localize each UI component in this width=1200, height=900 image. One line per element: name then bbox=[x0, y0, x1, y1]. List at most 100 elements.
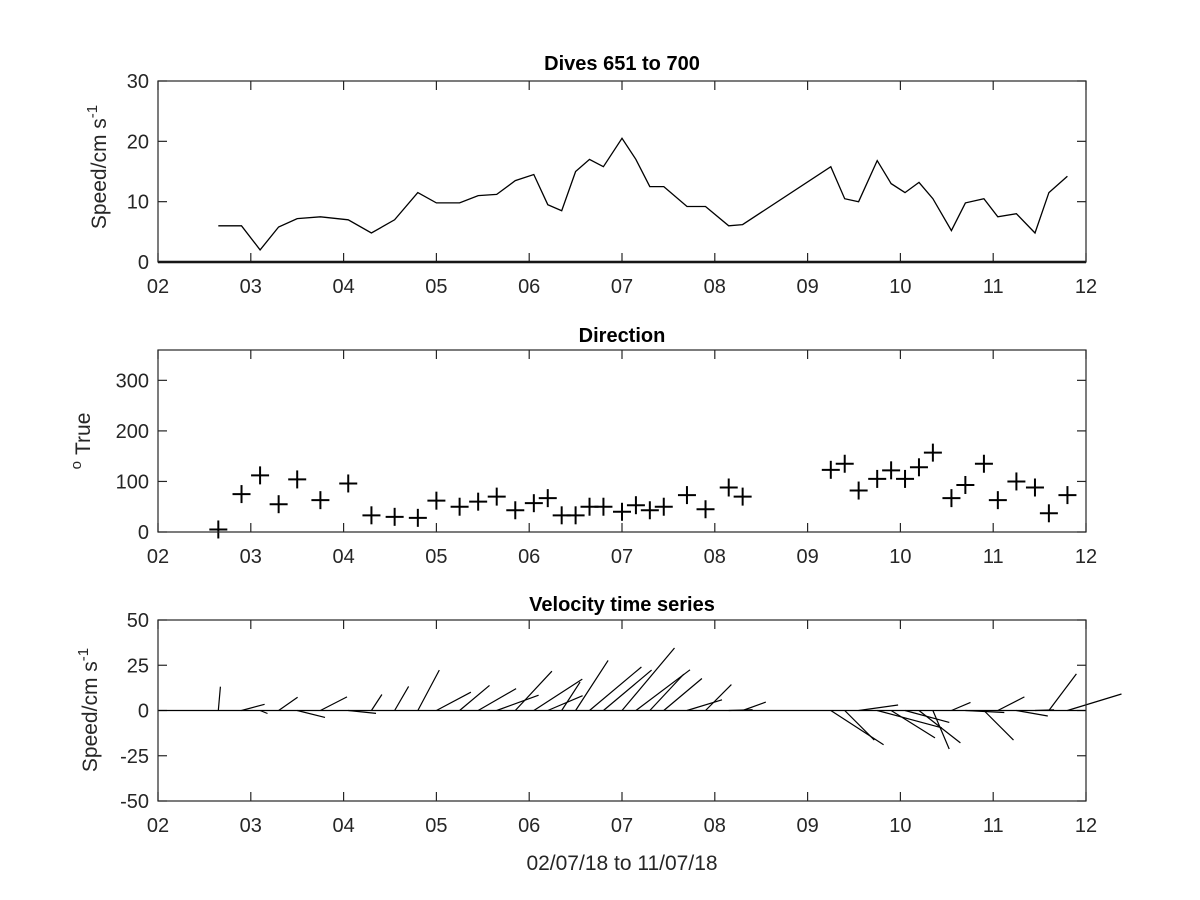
direction-y-tick-label: 200 bbox=[116, 421, 149, 443]
direction-point bbox=[733, 487, 752, 506]
direction-point bbox=[696, 500, 715, 519]
direction-panel: Direction oTrue 0 100 200 300 02 03 04 05 06 07 0… bbox=[68, 325, 1097, 568]
direction-point bbox=[487, 487, 506, 506]
direction-point bbox=[232, 485, 251, 504]
direction-point bbox=[450, 497, 469, 516]
velocity-stick bbox=[348, 709, 377, 714]
velocity-stick bbox=[649, 673, 685, 711]
direction-point bbox=[882, 461, 901, 480]
velocity-y-axis-label: Speed/cm s-1 bbox=[75, 648, 102, 772]
velocity-x-tick-label: 07 bbox=[611, 815, 633, 837]
speed-x-tick-label: 08 bbox=[704, 276, 726, 298]
direction-point bbox=[311, 491, 330, 510]
speed-x-tick-label: 06 bbox=[518, 276, 540, 298]
direction-point bbox=[640, 501, 659, 520]
direction-x-tick-label: 10 bbox=[889, 546, 911, 568]
direction-x-tick-label: 11 bbox=[983, 546, 1004, 568]
direction-point bbox=[566, 506, 585, 525]
direction-point bbox=[909, 458, 928, 477]
velocity-stick bbox=[603, 669, 652, 711]
direction-y-tick-label: 0 bbox=[138, 522, 149, 544]
velocity-stick bbox=[705, 684, 732, 711]
direction-y-tick-label: 100 bbox=[116, 471, 149, 493]
velocity-stick bbox=[621, 647, 675, 711]
direction-x-tick-label: 09 bbox=[796, 546, 818, 568]
velocity-x-tick-label: 11 bbox=[983, 815, 1004, 837]
velocity-stick bbox=[217, 686, 221, 711]
direction-point bbox=[835, 454, 854, 473]
direction-y-axis-label: oTrue bbox=[68, 413, 95, 470]
velocity-stick bbox=[561, 681, 581, 711]
direction-x-tick-label: 03 bbox=[240, 546, 262, 568]
direction-point bbox=[896, 469, 915, 488]
direction-point bbox=[719, 478, 738, 497]
speed-x-tick-label: 04 bbox=[332, 276, 354, 298]
velocity-stick bbox=[496, 694, 539, 712]
direction-x-tick-label: 08 bbox=[704, 546, 726, 568]
velocity-stick bbox=[320, 696, 348, 712]
velocity-stick bbox=[844, 710, 875, 741]
speed-x-tick-label: 09 bbox=[796, 276, 818, 298]
direction-point bbox=[385, 507, 404, 526]
velocity-x-tick-label: 09 bbox=[796, 815, 818, 837]
velocity-stick bbox=[663, 678, 703, 711]
velocity-stick bbox=[459, 684, 490, 711]
velocity-x-tick-label: 10 bbox=[889, 815, 911, 837]
direction-point bbox=[868, 469, 887, 488]
velocity-y-tick-label: 0 bbox=[138, 701, 149, 723]
direction-point bbox=[677, 486, 696, 505]
speed-panel: Dives 651 to 700 Speed/cm s-1 0 10 20 30 02… bbox=[84, 53, 1097, 298]
velocity-stick bbox=[259, 709, 268, 715]
direction-x-tick-label: 07 bbox=[611, 546, 633, 568]
direction-x-tick-label: 05 bbox=[425, 546, 447, 568]
velocity-stick bbox=[1034, 709, 1055, 712]
velocity-y-tick-label: 25 bbox=[127, 655, 149, 677]
x-axis-label: 02/07/18 to 11/07/18 bbox=[526, 852, 717, 875]
velocity-stick bbox=[932, 710, 950, 750]
speed-y-tick-label: 30 bbox=[127, 71, 149, 93]
speed-y-tick-label: 0 bbox=[138, 252, 149, 274]
direction-point bbox=[1039, 504, 1058, 523]
direction-x-tick-label: 04 bbox=[332, 546, 354, 568]
velocity-stick bbox=[728, 709, 753, 712]
speed-x-tick-label: 12 bbox=[1075, 276, 1097, 298]
velocity-stick bbox=[890, 709, 936, 739]
direction-point bbox=[594, 497, 613, 516]
direction-point bbox=[1007, 472, 1026, 491]
speed-y-tick-label: 10 bbox=[127, 192, 149, 214]
velocity-stick bbox=[370, 694, 383, 711]
direction-point bbox=[427, 491, 446, 510]
direction-y-tick-label: 300 bbox=[116, 370, 149, 392]
direction-point bbox=[251, 466, 270, 485]
direction-point bbox=[408, 508, 427, 527]
velocity-stick bbox=[997, 696, 1025, 712]
velocity-panel: Velocity time series Speed/cm s-1 -50 -25… bbox=[75, 594, 1122, 875]
direction-point bbox=[626, 496, 645, 515]
direction-chart-title: Direction bbox=[579, 325, 666, 347]
speed-x-tick-label: 10 bbox=[889, 276, 911, 298]
direction-plot-frame bbox=[157, 349, 1087, 533]
velocity-stick bbox=[830, 709, 884, 746]
velocity-x-tick-label: 04 bbox=[332, 815, 354, 837]
direction-point bbox=[362, 506, 381, 525]
velocity-stick bbox=[1048, 673, 1077, 711]
velocity-x-tick-label: 06 bbox=[518, 815, 540, 837]
direction-point bbox=[613, 502, 631, 521]
velocity-stick bbox=[417, 669, 440, 711]
direction-point bbox=[923, 443, 942, 462]
direction-point bbox=[209, 520, 228, 539]
direction-point bbox=[956, 475, 975, 494]
direction-x-tick-label: 06 bbox=[518, 546, 540, 568]
velocity-stick bbox=[436, 691, 472, 712]
velocity-x-tick-label: 12 bbox=[1075, 815, 1097, 837]
velocity-x-tick-label: 05 bbox=[425, 815, 447, 837]
speed-x-tick-label: 03 bbox=[240, 276, 262, 298]
speed-plot-frame bbox=[157, 80, 1087, 263]
velocity-chart-title: Velocity time series bbox=[529, 594, 715, 616]
direction-point bbox=[942, 489, 961, 508]
velocity-x-tick-label: 08 bbox=[704, 815, 726, 837]
direction-point bbox=[974, 454, 993, 473]
direction-point bbox=[538, 489, 557, 508]
direction-point bbox=[269, 495, 288, 514]
